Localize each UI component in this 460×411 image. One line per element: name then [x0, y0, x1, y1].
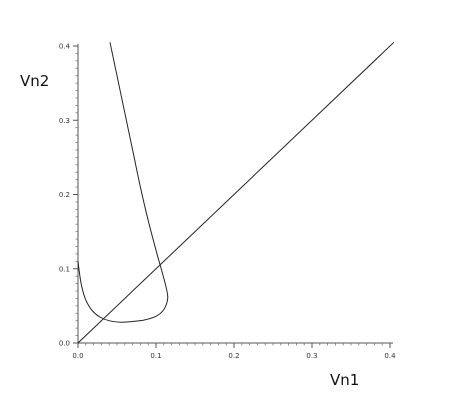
series-group: [77, 41, 395, 344]
axes: 0.0 0.1 0.2 0.3 0.4 0.0 0.1 0.2 0.3 0.4: [59, 43, 396, 361]
x-tick-label: 0.1: [150, 352, 161, 360]
y-tick-label: 0.3: [59, 117, 70, 125]
y-axis-label: Vn2: [20, 72, 50, 90]
x-axis-label: Vn1: [330, 371, 360, 389]
y-tick-label: 0.4: [59, 43, 71, 51]
y-tick-label: 0.1: [59, 265, 70, 273]
diagonal-line: [77, 41, 395, 344]
x-tick-label: 0.4: [384, 352, 396, 360]
x-tick-label: 0.3: [306, 352, 317, 360]
y-tick-label: 0.0: [59, 340, 70, 348]
x-tick-label: 0.2: [228, 352, 239, 360]
x-tick-label: 0.0: [72, 352, 83, 360]
trajectory-curve: [77, 42, 169, 323]
y-tick-label: 0.2: [59, 191, 70, 199]
